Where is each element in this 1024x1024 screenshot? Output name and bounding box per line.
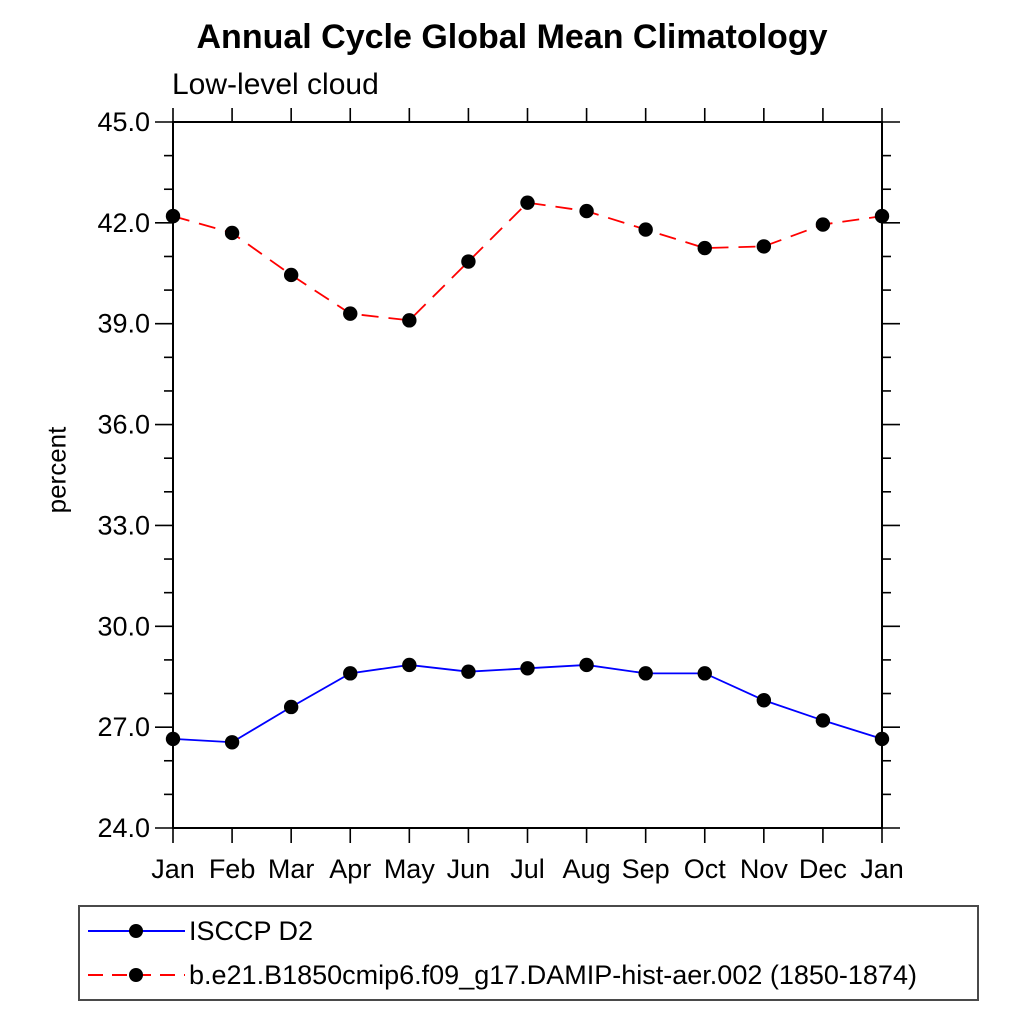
series-line-0 <box>172 664 883 744</box>
data-point-marker <box>756 239 772 254</box>
data-point-marker <box>461 254 476 269</box>
data-point-marker <box>343 666 358 681</box>
y-tick-label: 36.0 <box>97 410 150 440</box>
legend: ISCCP D2 b.e21.B1850cmip6.f09_g17.DAMIP-… <box>78 905 979 1001</box>
data-point-marker <box>756 693 772 708</box>
x-tick-label: Nov <box>740 854 789 884</box>
data-point-marker <box>165 208 181 224</box>
x-tick-label: Apr <box>329 854 371 884</box>
x-tick-label: Aug <box>563 854 611 884</box>
data-point-marker <box>283 267 299 283</box>
data-point-marker <box>697 666 712 681</box>
legend-line-sample-solid-icon <box>88 924 185 938</box>
y-tick-label: 24.0 <box>97 813 150 843</box>
x-tick-label: Jan <box>151 854 195 884</box>
x-tick-label: Mar <box>268 854 315 884</box>
y-tick-label: 42.0 <box>97 208 150 238</box>
legend-item-model-run: b.e21.B1850cmip6.f09_g17.DAMIP-hist-aer.… <box>88 954 977 996</box>
chart-title: Annual Cycle Global Mean Climatology <box>196 18 828 56</box>
legend-label-isccp-d2: ISCCP D2 <box>189 915 314 946</box>
data-point-marker <box>402 657 417 673</box>
data-point-marker <box>461 664 476 679</box>
data-point-marker <box>520 661 535 676</box>
data-point-marker <box>815 217 831 232</box>
x-tick-label: Feb <box>209 854 256 884</box>
data-point-marker <box>224 225 240 241</box>
data-point-marker <box>283 699 299 715</box>
x-tick-label: Dec <box>799 854 847 884</box>
chart-subtitle: Low-level cloud <box>172 68 379 101</box>
x-tick-label: Oct <box>684 854 727 884</box>
y-tick-label: 45.0 <box>97 107 150 137</box>
data-point-marker <box>874 208 890 224</box>
legend-item-isccp-d2: ISCCP D2 <box>88 910 977 952</box>
data-point-marker <box>815 713 831 728</box>
data-point-marker <box>402 313 417 328</box>
data-point-marker <box>343 306 358 321</box>
data-point-marker <box>638 666 653 681</box>
data-point-marker <box>579 657 594 673</box>
x-tick-label: Jun <box>447 854 491 884</box>
y-tick-label: 33.0 <box>97 510 150 540</box>
data-point-marker <box>520 195 535 210</box>
data-point-marker <box>165 731 181 747</box>
data-point-marker <box>224 735 240 750</box>
data-point-marker <box>697 240 712 256</box>
x-tick-label: May <box>384 854 436 884</box>
y-tick-label: 39.0 <box>97 309 150 339</box>
series-line-1 <box>172 201 883 322</box>
data-point-marker <box>874 731 890 747</box>
x-tick-label: Sep <box>622 854 670 884</box>
legend-label-model-run: b.e21.B1850cmip6.f09_g17.DAMIP-hist-aer.… <box>189 959 917 990</box>
x-tick-label: Jul <box>510 854 545 884</box>
y-tick-label: 27.0 <box>97 712 150 742</box>
axis-box <box>172 121 883 829</box>
x-tick-label: Jan <box>860 854 904 884</box>
data-point-marker <box>638 222 653 237</box>
data-point-marker <box>579 203 594 219</box>
y-tick-label: 30.0 <box>97 611 150 641</box>
legend-line-sample-dashed-icon <box>88 968 185 982</box>
